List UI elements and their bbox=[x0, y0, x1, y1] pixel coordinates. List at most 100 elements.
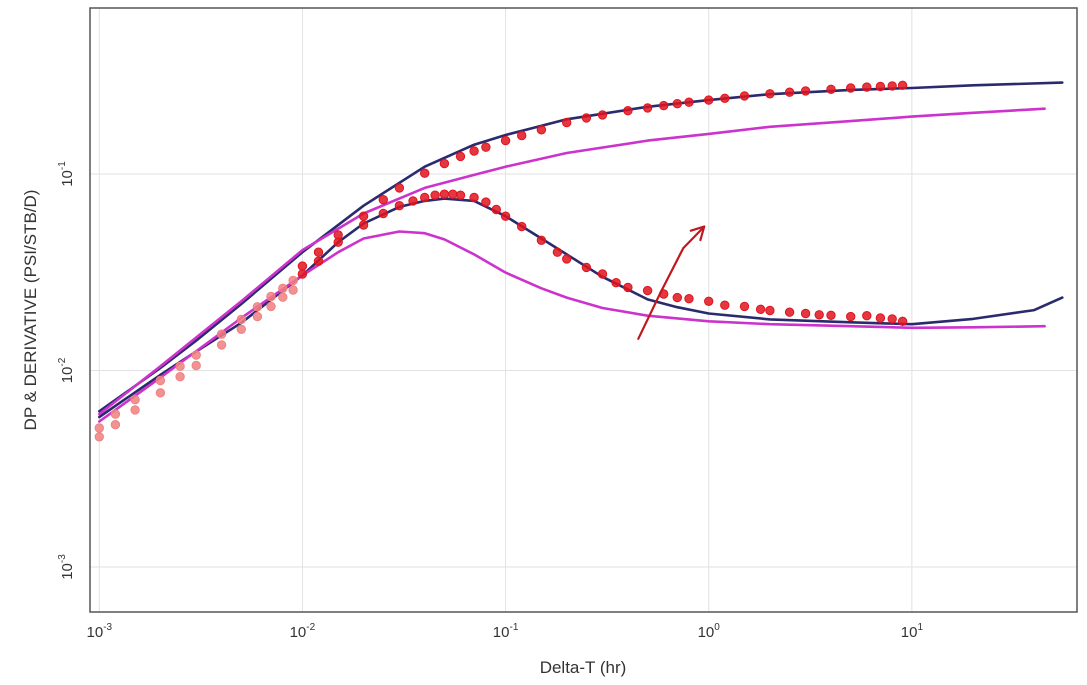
data-point bbox=[897, 80, 908, 91]
data-point bbox=[130, 395, 140, 405]
data-point bbox=[597, 269, 608, 279]
data-point bbox=[236, 314, 247, 325]
series-line-2 bbox=[98, 107, 1046, 416]
data-point bbox=[430, 190, 440, 200]
data-point bbox=[288, 275, 298, 286]
data-point bbox=[155, 388, 166, 398]
data-point bbox=[672, 99, 682, 109]
annotation-layer bbox=[637, 225, 706, 340]
data-point bbox=[642, 103, 653, 113]
data-point bbox=[862, 311, 872, 321]
data-point bbox=[659, 100, 669, 111]
grid-lines bbox=[90, 8, 1077, 612]
data-point bbox=[358, 211, 369, 221]
data-point bbox=[266, 291, 276, 302]
data-point bbox=[720, 300, 730, 310]
x-tick-label: 10-1 bbox=[493, 622, 519, 641]
x-tick-labels: 10-3 10-2 10-1 100 101 bbox=[87, 622, 924, 641]
data-point bbox=[378, 208, 388, 219]
data-point bbox=[252, 302, 263, 312]
data-point bbox=[704, 95, 714, 105]
data-point bbox=[739, 91, 750, 101]
data-point bbox=[313, 256, 324, 266]
data-point bbox=[720, 93, 730, 104]
data-point bbox=[455, 190, 466, 200]
data-point bbox=[562, 117, 572, 128]
data-point bbox=[491, 204, 501, 215]
data-point bbox=[439, 189, 450, 199]
data-point bbox=[846, 83, 856, 93]
data-point bbox=[191, 360, 201, 371]
y-tick-labels: 10-3 10-2 10-1 bbox=[57, 161, 76, 580]
data-point bbox=[216, 329, 227, 339]
data-point bbox=[469, 192, 479, 203]
data-point bbox=[394, 183, 405, 193]
data-point bbox=[94, 432, 105, 442]
x-tick-label: 10-2 bbox=[290, 622, 316, 641]
data-point bbox=[642, 285, 653, 296]
data-point bbox=[552, 247, 563, 257]
data-point bbox=[875, 81, 886, 92]
series-layer bbox=[94, 80, 1064, 442]
data-point bbox=[110, 420, 121, 430]
data-point bbox=[739, 301, 750, 312]
data-point bbox=[623, 282, 633, 293]
data-point bbox=[765, 305, 775, 316]
series-line-0 bbox=[98, 81, 1064, 413]
series-markers-6 bbox=[94, 285, 298, 442]
data-point bbox=[439, 158, 450, 169]
data-point bbox=[826, 310, 836, 320]
data-point bbox=[897, 316, 908, 326]
data-point bbox=[765, 89, 775, 99]
y-axis-title: DP & DERIVATIVE (PSI/STB/D) bbox=[21, 190, 40, 431]
data-point bbox=[130, 405, 140, 415]
data-point bbox=[800, 308, 811, 319]
data-point bbox=[814, 310, 824, 320]
data-point bbox=[562, 254, 572, 264]
data-point bbox=[297, 269, 308, 279]
data-point bbox=[862, 82, 872, 92]
data-point bbox=[469, 146, 479, 156]
data-point bbox=[278, 283, 288, 293]
data-point bbox=[784, 307, 795, 317]
data-point bbox=[672, 292, 682, 303]
x-tick-label: 100 bbox=[698, 622, 721, 641]
data-point bbox=[94, 423, 105, 433]
y-tick-label: 10-1 bbox=[57, 161, 76, 187]
plot-frame bbox=[89, 7, 1078, 613]
data-point bbox=[378, 195, 388, 205]
annotation-arrow-shaft bbox=[637, 225, 706, 340]
data-point bbox=[216, 340, 227, 350]
data-point bbox=[481, 142, 491, 152]
data-point bbox=[500, 135, 511, 146]
data-point bbox=[581, 262, 592, 273]
x-axis-title: Delta-T (hr) bbox=[540, 658, 627, 677]
data-point bbox=[288, 285, 298, 295]
data-point bbox=[333, 237, 343, 247]
data-point bbox=[155, 375, 166, 386]
data-point bbox=[623, 106, 633, 116]
data-point bbox=[420, 192, 430, 203]
data-point bbox=[297, 261, 308, 271]
data-point bbox=[875, 313, 886, 323]
data-point bbox=[611, 278, 621, 288]
data-point bbox=[266, 301, 276, 312]
data-point bbox=[420, 168, 430, 178]
data-point bbox=[755, 304, 766, 314]
x-tick-label: 101 bbox=[901, 622, 924, 641]
series-markers-4 bbox=[297, 80, 908, 271]
data-point bbox=[887, 314, 897, 324]
data-point bbox=[252, 311, 263, 322]
data-point bbox=[500, 211, 511, 221]
data-point bbox=[536, 125, 547, 135]
data-point bbox=[536, 235, 547, 246]
data-point bbox=[481, 197, 491, 207]
data-point bbox=[826, 84, 836, 95]
data-point bbox=[517, 130, 527, 141]
data-point bbox=[110, 409, 121, 419]
series-markers-5 bbox=[297, 189, 908, 326]
data-point bbox=[175, 361, 185, 371]
series-line-3 bbox=[98, 230, 1046, 423]
annotation-arrow-head bbox=[689, 225, 706, 242]
